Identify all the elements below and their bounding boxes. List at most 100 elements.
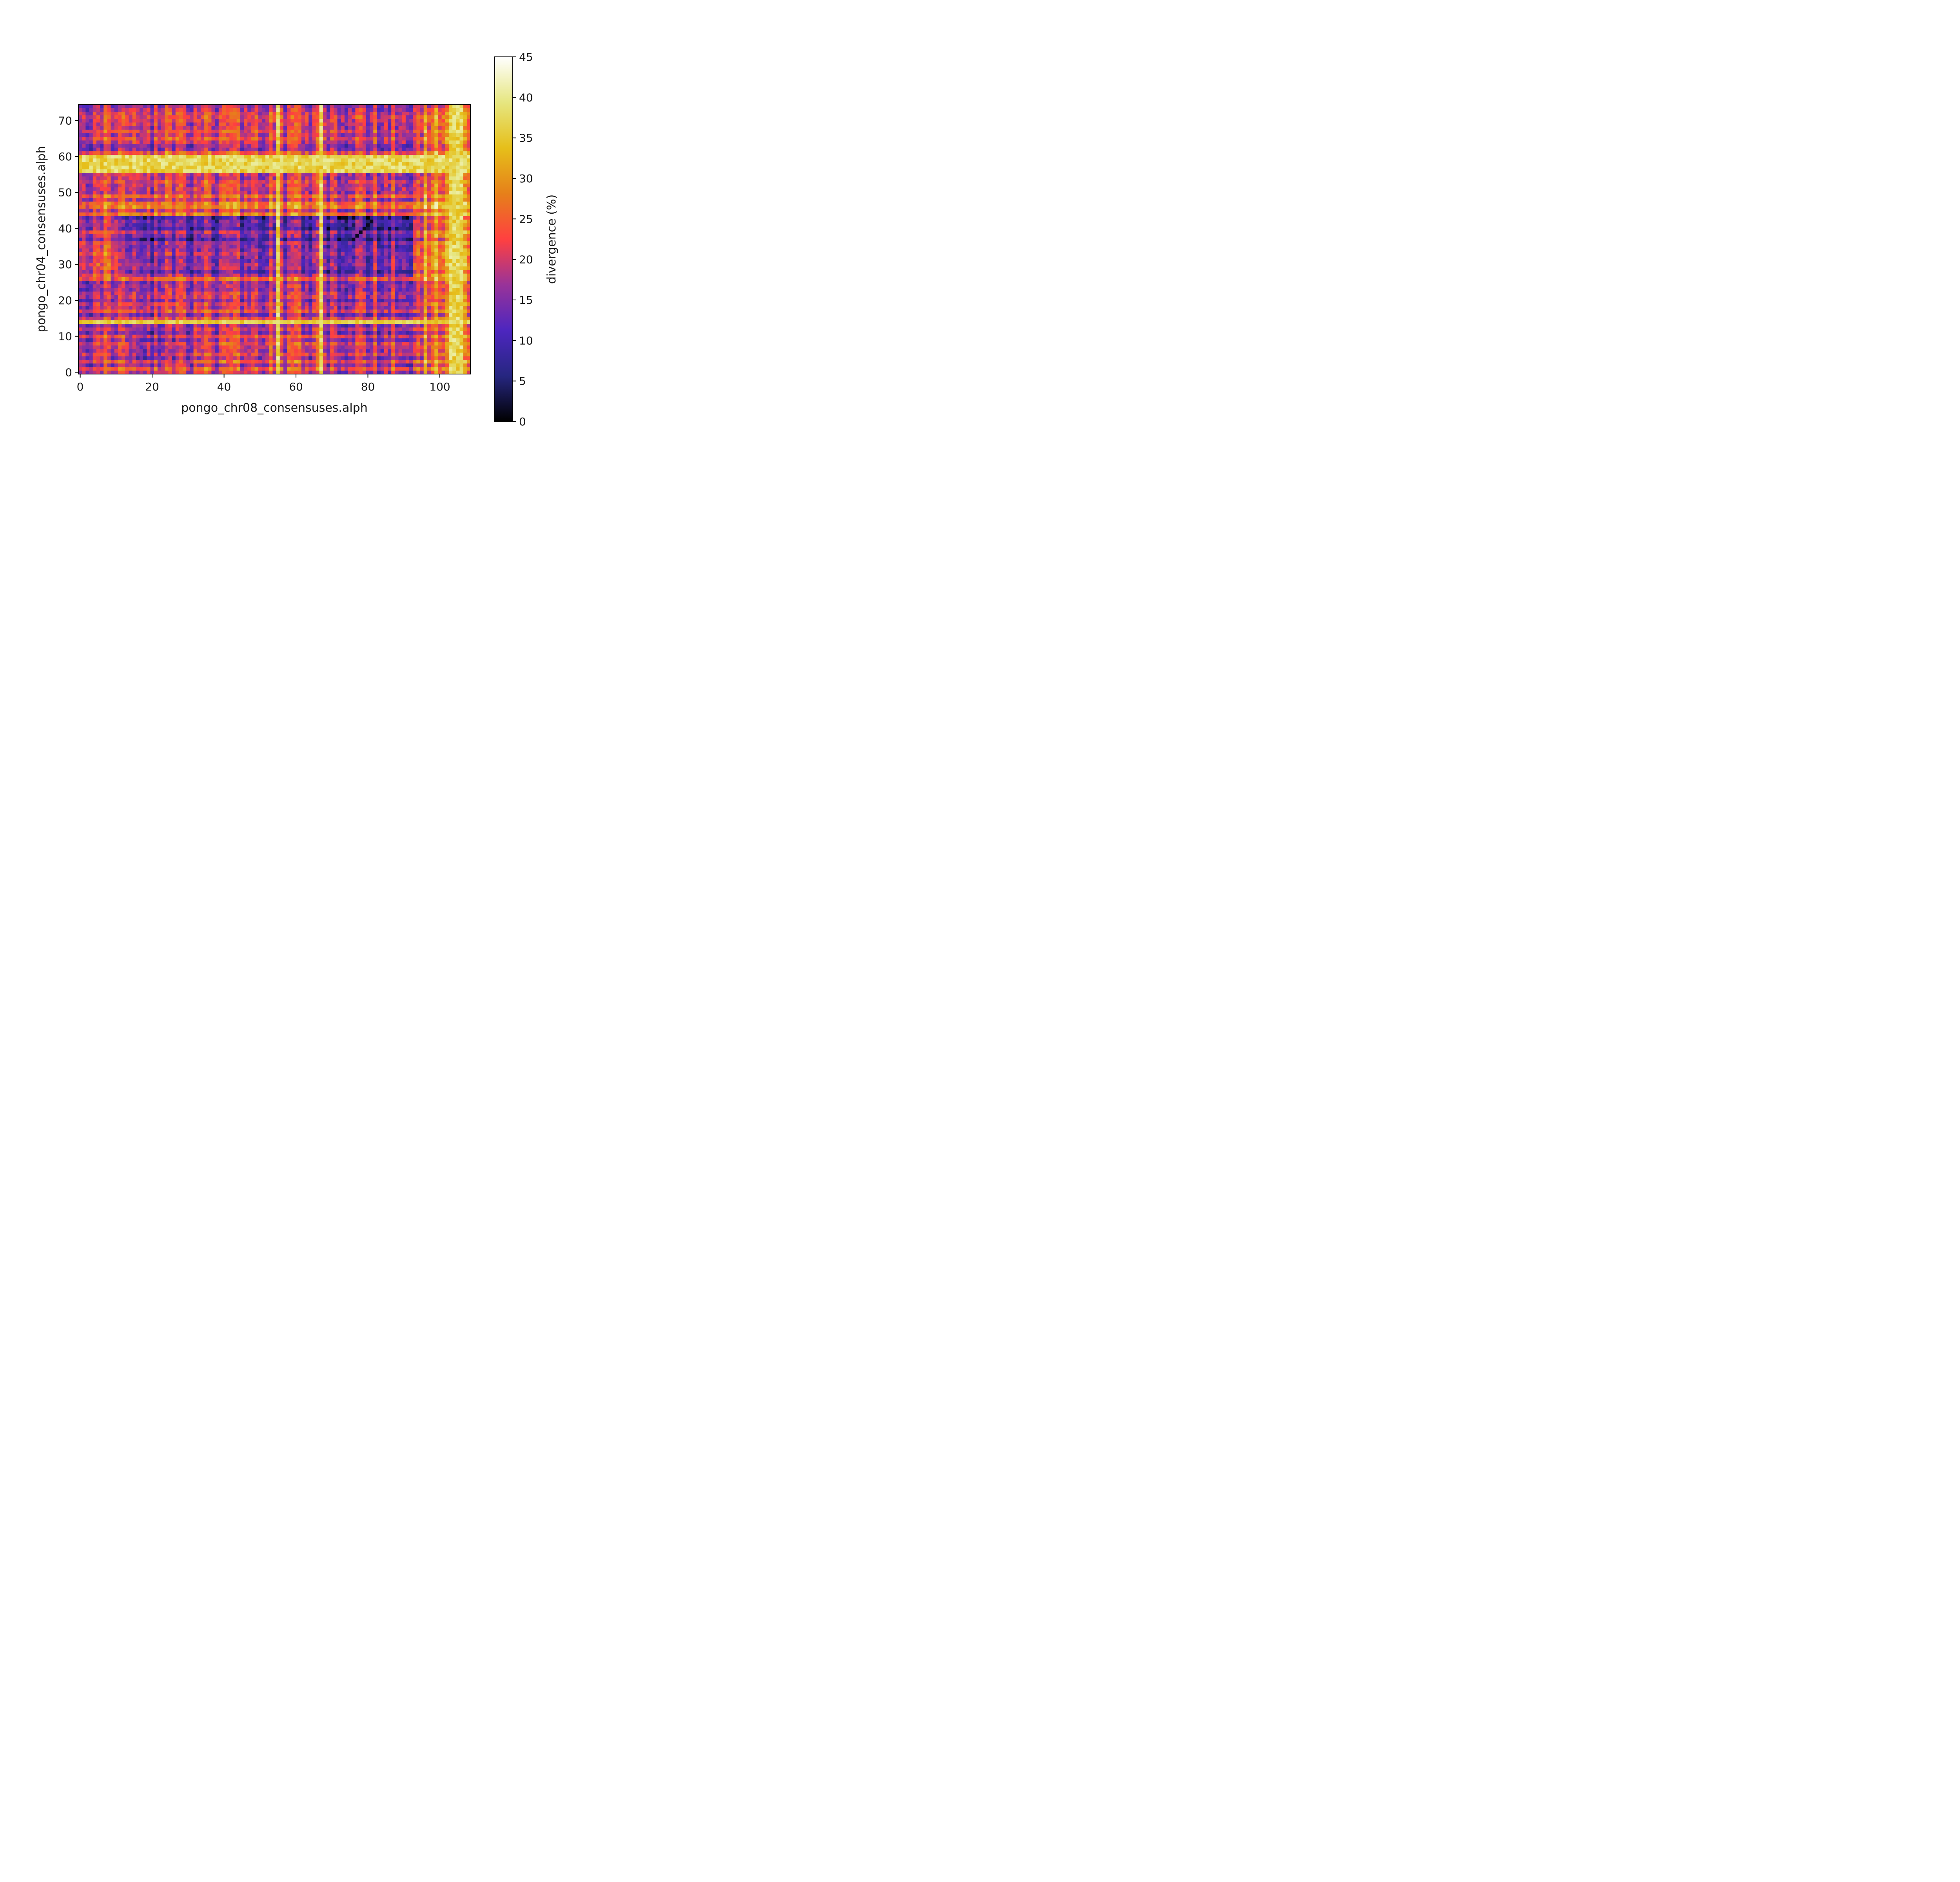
heatmap-cell (218, 349, 223, 353)
heatmap-cell (434, 269, 439, 274)
heatmap-cell (330, 244, 334, 249)
heatmap-cell (254, 295, 259, 299)
heatmap-cell (448, 316, 453, 320)
heatmap-cell (416, 219, 421, 223)
heatmap-cell (265, 241, 269, 245)
heatmap-cell (265, 356, 269, 360)
heatmap-cell (265, 367, 269, 371)
heatmap-cell (265, 259, 269, 263)
heatmap-cell (236, 252, 241, 256)
heatmap-cell (122, 216, 125, 220)
heatmap-cell (229, 331, 234, 335)
heatmap-cell (200, 212, 205, 216)
heatmap-cell (233, 284, 237, 288)
heatmap-cell (136, 273, 140, 277)
heatmap-cell (269, 331, 273, 335)
heatmap-cell (330, 269, 334, 274)
heatmap-cell (236, 269, 241, 274)
heatmap-cell (139, 342, 143, 346)
heatmap-cell (85, 352, 90, 356)
heatmap-cell (301, 298, 305, 303)
heatmap-cell (402, 313, 406, 317)
heatmap-cell (89, 327, 93, 331)
heatmap-cell (466, 244, 471, 249)
heatmap-cell (132, 241, 136, 245)
heatmap-cell (456, 309, 460, 313)
heatmap-cell (240, 248, 244, 252)
heatmap-cell (215, 259, 219, 263)
heatmap-cell (334, 255, 338, 260)
heatmap-cell (78, 334, 82, 338)
heatmap-cell (265, 209, 269, 213)
heatmap-cell (441, 259, 446, 263)
heatmap-cell (416, 302, 421, 306)
heatmap-cell (272, 226, 277, 231)
heatmap-cell (323, 331, 327, 335)
heatmap-cell (157, 323, 162, 328)
heatmap-cell (226, 320, 230, 324)
heatmap-cell (395, 273, 399, 277)
heatmap-cell (147, 212, 151, 216)
heatmap-cell (215, 338, 219, 342)
heatmap-cell (136, 266, 140, 270)
heatmap-cell (348, 327, 352, 331)
heatmap-cell (247, 273, 251, 277)
heatmap-cell (93, 334, 97, 338)
heatmap-cell (362, 284, 367, 288)
heatmap-cell (222, 209, 226, 213)
heatmap-cell (251, 244, 255, 249)
heatmap-cell (312, 302, 316, 306)
heatmap-cell (405, 219, 410, 223)
heatmap-cell (330, 360, 334, 364)
heatmap-cell (190, 252, 194, 256)
heatmap-cell (441, 360, 446, 364)
heatmap-cell (107, 259, 111, 263)
heatmap-cell (370, 266, 374, 270)
heatmap-cell (122, 367, 125, 371)
heatmap-cell (316, 367, 320, 371)
heatmap-cell (431, 338, 435, 342)
heatmap-cell (215, 356, 219, 360)
heatmap-cell (290, 370, 295, 374)
heatmap-cell (236, 352, 241, 356)
heatmap-cell (309, 291, 312, 295)
heatmap-cell (337, 259, 341, 263)
heatmap-cell (409, 352, 413, 356)
heatmap-cell (337, 223, 341, 227)
heatmap-cell (229, 313, 234, 317)
heatmap-cell (272, 313, 277, 317)
heatmap-cell (78, 370, 82, 374)
heatmap-cell (222, 345, 226, 349)
heatmap-cell (226, 370, 230, 374)
heatmap-cell (197, 216, 201, 220)
heatmap-cell (107, 244, 111, 249)
heatmap-cell (431, 345, 435, 349)
heatmap-cell (168, 259, 172, 263)
heatmap-cell (391, 360, 395, 364)
heatmap-cell (193, 360, 198, 364)
heatmap-cell (157, 313, 162, 317)
heatmap-cell (125, 331, 129, 335)
heatmap-cell (344, 209, 348, 213)
heatmap-cell (319, 295, 323, 299)
heatmap-cell (218, 295, 223, 299)
heatmap-cell (398, 277, 403, 281)
heatmap-cell (445, 277, 449, 281)
heatmap-cell (323, 342, 327, 346)
heatmap-cell (409, 252, 413, 256)
heatmap-cell (78, 244, 82, 249)
heatmap-cell (290, 323, 295, 328)
heatmap-cell (384, 360, 388, 364)
heatmap-cell (423, 349, 428, 353)
heatmap-cell (334, 334, 338, 338)
heatmap-cell (82, 280, 86, 285)
heatmap-cell (114, 320, 118, 324)
heatmap-cell (312, 367, 316, 371)
heatmap-cell (103, 212, 107, 216)
heatmap-cell (387, 252, 392, 256)
heatmap-cell (218, 241, 223, 245)
heatmap-cell (301, 316, 305, 320)
heatmap-cell (157, 280, 162, 285)
heatmap-cell (463, 266, 467, 270)
heatmap-cell (132, 291, 136, 295)
